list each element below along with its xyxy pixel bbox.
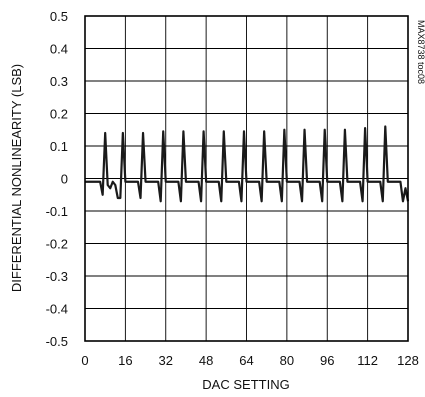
x-tick-label: 80 bbox=[280, 353, 294, 368]
y-tick-label: 0.1 bbox=[50, 139, 68, 154]
x-tick-label: 32 bbox=[159, 353, 173, 368]
x-tick-label: 48 bbox=[199, 353, 213, 368]
y-tick-labels: 0.5 0.4 0.3 0.2 0.1 0 -0.1 -0.2 -0.3 -0.4 -0.5 bbox=[46, 9, 68, 349]
plot-frame bbox=[84, 15, 409, 342]
y-tick-label: -0.2 bbox=[46, 237, 68, 252]
x-tick-label: 16 bbox=[118, 353, 132, 368]
x-tick-label: 112 bbox=[357, 353, 378, 368]
x-axis-title: DAC SETTING bbox=[202, 377, 289, 392]
y-axis-title: DIFFERENTIAL NONLINEARITY (LSB) bbox=[9, 64, 24, 292]
y-tick-label: 0.2 bbox=[50, 107, 68, 122]
dnl-trace-0 bbox=[85, 125, 410, 203]
x-tick-label: 96 bbox=[320, 353, 334, 368]
series-layer bbox=[85, 125, 410, 203]
y-tick-label: -0.5 bbox=[46, 334, 68, 349]
y-tick-label: 0.4 bbox=[50, 42, 68, 57]
y-tick-label: 0 bbox=[61, 172, 68, 187]
x-tick-label: 64 bbox=[239, 353, 253, 368]
y-tick-label: -0.4 bbox=[46, 302, 68, 317]
x-tick-label: 0 bbox=[81, 353, 88, 368]
figure-code: MAX8738 toc08 bbox=[416, 20, 425, 84]
x-tick-labels: 0 16 32 48 64 80 96 112 128 bbox=[81, 353, 418, 368]
y-tick-label: 0.3 bbox=[50, 74, 68, 89]
x-tick-label: 128 bbox=[397, 353, 419, 368]
y-tick-label: -0.3 bbox=[46, 269, 68, 284]
y-tick-label: -0.1 bbox=[46, 204, 68, 219]
y-tick-label: 0.5 bbox=[50, 9, 68, 24]
